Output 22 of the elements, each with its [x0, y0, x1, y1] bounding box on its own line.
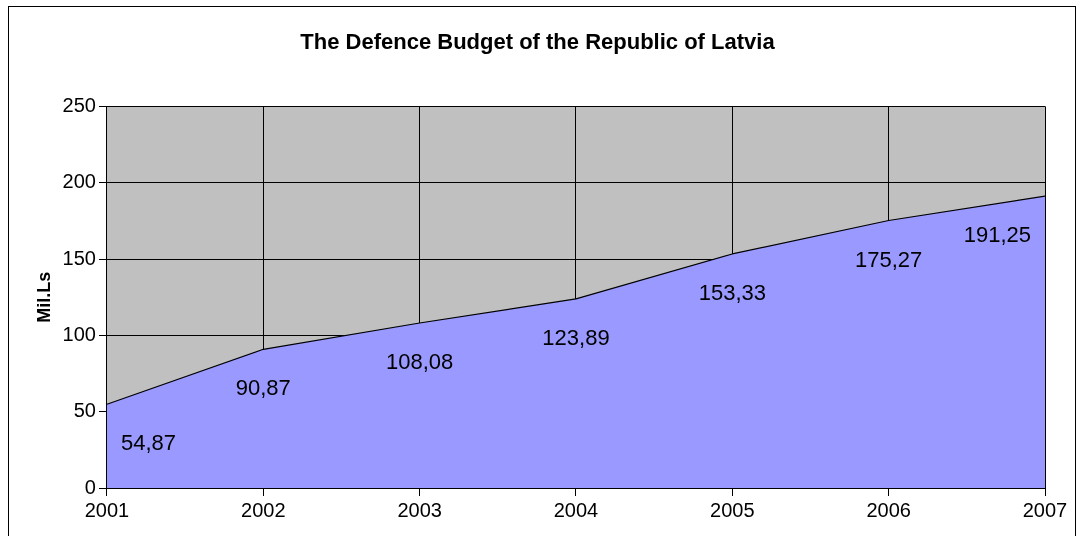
data-label: 123,89 — [542, 324, 610, 350]
data-label: 54,87 — [120, 430, 177, 456]
x-tick-label: 2004 — [553, 498, 599, 521]
y-tick-label: 0 — [84, 475, 96, 498]
x-tick-label: 2002 — [241, 498, 286, 521]
data-label: 191,25 — [963, 222, 1031, 248]
y-tick-label: 50 — [73, 399, 96, 422]
data-label: 175,27 — [855, 246, 923, 272]
y-tick-label: 100 — [62, 322, 96, 345]
x-tick-label: 2007 — [1022, 498, 1068, 521]
x-tick-label: 2005 — [710, 498, 755, 521]
y-axis-title: Mil.Ls — [33, 271, 54, 323]
x-tick-label: 2006 — [866, 498, 911, 521]
x-tick-label: 2003 — [397, 498, 442, 521]
y-tick-label: 150 — [62, 246, 96, 269]
data-label: 153,33 — [698, 280, 766, 306]
x-tick-label: 2001 — [84, 498, 130, 521]
y-tick-label: 250 — [62, 93, 96, 116]
data-label: 108,08 — [386, 349, 454, 375]
y-tick-label: 200 — [62, 170, 96, 193]
data-label: 90,87 — [235, 375, 291, 401]
chart-title: The Defence Budget of the Republic of Latvia — [300, 29, 776, 55]
